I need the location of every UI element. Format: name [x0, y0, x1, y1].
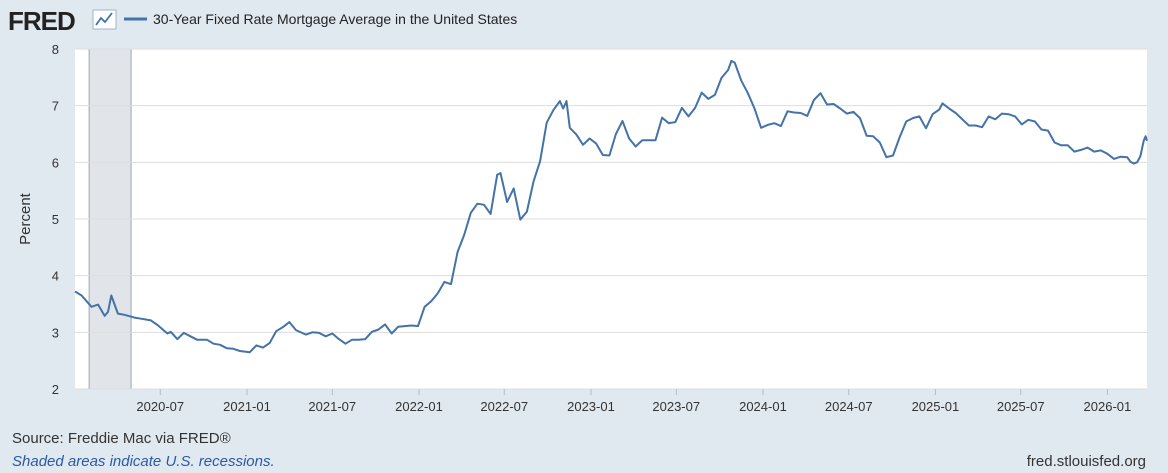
x-grid-lines: [159, 389, 1108, 395]
y-tick-label: 3: [52, 325, 59, 340]
site-link[interactable]: fred.stlouisfed.org: [1026, 453, 1146, 470]
brand-name: FRED: [8, 6, 75, 36]
source-text: Source: Freddie Mac via FRED®: [12, 430, 231, 447]
y-tick-label: 8: [52, 42, 59, 57]
grid-lines: [75, 48, 1147, 390]
x-tick-label: 2025-01: [912, 399, 960, 414]
recession-note: Shaded areas indicate U.S. recessions.: [12, 453, 275, 470]
x-tick-label: 2022-07: [480, 399, 528, 414]
brand-logo[interactable]: FRED: [8, 6, 117, 36]
x-tick-label: 2021-01: [223, 399, 271, 414]
x-tick-label: 2021-07: [308, 399, 356, 414]
x-tick-label: 2020-07: [136, 399, 184, 414]
legend: 30-Year Fixed Rate Mortgage Average in t…: [124, 11, 517, 27]
y-tick-label: 5: [52, 212, 59, 227]
x-axis-ticks: 2020-07 2021-01 2021-07 2022-01 2022-07 2023-…: [136, 399, 1131, 414]
y-tick-label: 6: [52, 155, 59, 170]
x-tick-label: 2022-01: [395, 399, 443, 414]
x-tick-label: 2025-07: [997, 399, 1045, 414]
x-tick-label: 2026-01: [1084, 399, 1132, 414]
y-tick-label: 2: [52, 382, 59, 397]
x-tick-label: 2024-07: [825, 399, 873, 414]
series-line: [74, 59, 1148, 354]
x-tick-label: 2023-07: [652, 399, 700, 414]
x-tick-label: 2023-01: [567, 399, 615, 414]
fred-chart-icon: [92, 9, 117, 30]
series-line-0[interactable]: [74, 59, 1148, 354]
y-tick-label: 4: [52, 269, 59, 284]
legend-label: 30-Year Fixed Rate Mortgage Average in t…: [153, 11, 517, 27]
x-tick-label: 2024-01: [739, 399, 787, 414]
y-tick-label: 7: [52, 99, 59, 114]
y-axis-label: Percent: [17, 192, 34, 245]
y-axis-ticks: 2 3 4 5 6 7 8: [52, 42, 59, 397]
